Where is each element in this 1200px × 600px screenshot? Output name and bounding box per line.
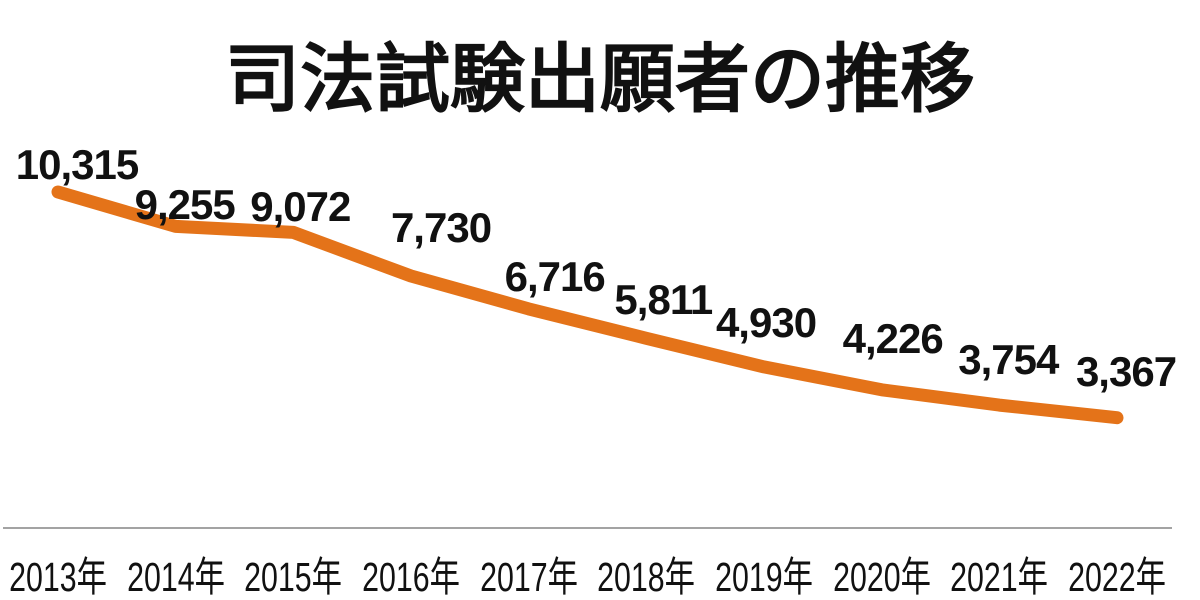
data-label-2013: 10,315	[15, 141, 139, 188]
data-label-2019: 4,930	[715, 298, 817, 346]
x-axis-line	[3, 527, 1172, 529]
data-label-2021: 3,754	[958, 336, 1059, 384]
x-axis-label-2015: 2015年	[244, 554, 343, 600]
x-axis-label-2014: 2014年	[126, 554, 225, 600]
x-axis-label-2016: 2016年	[362, 554, 460, 600]
x-axis-label-2017: 2017年	[479, 554, 578, 600]
chart-title: 司法試験出願者の推移	[224, 37, 975, 121]
x-axis-label-2022: 2022年	[1068, 554, 1166, 600]
x-axis-label-2019: 2019年	[715, 554, 813, 600]
data-label-2022: 3,367	[1075, 347, 1177, 395]
data-label-2015: 9,072	[250, 183, 351, 231]
trend-line	[51, 185, 1124, 425]
data-label-2014: 9,255	[134, 181, 236, 229]
x-axis-label-2013: 2013年	[9, 554, 107, 600]
data-label-2018: 5,811	[614, 276, 713, 324]
data-label-2016: 7,730	[390, 203, 492, 251]
x-axis-label-2018: 2018年	[597, 554, 696, 600]
data-label-2020: 4,226	[842, 314, 944, 362]
x-axis-label-2020: 2020年	[832, 554, 931, 600]
data-label-2017: 6,716	[504, 252, 606, 300]
x-axis-label-2021: 2021年	[950, 554, 1049, 600]
